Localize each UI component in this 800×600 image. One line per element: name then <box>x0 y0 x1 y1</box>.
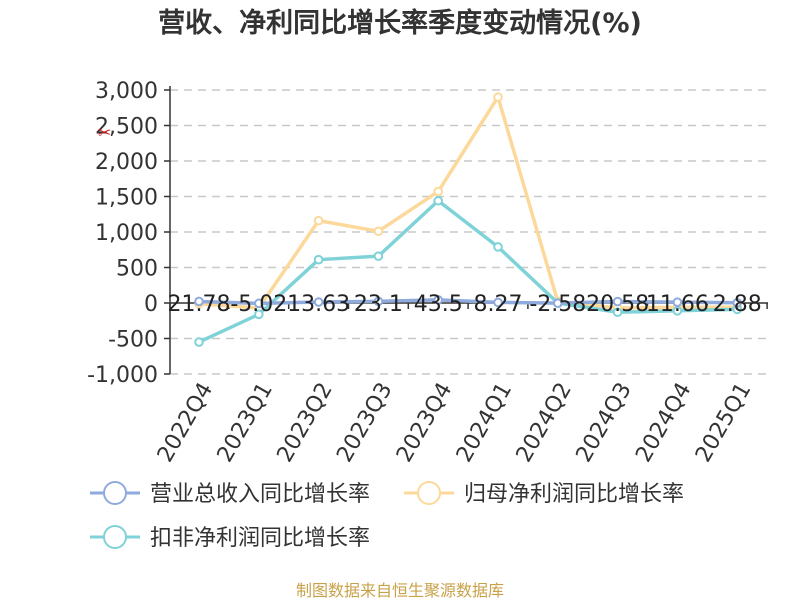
data-point <box>672 297 683 307</box>
data-point <box>433 295 444 305</box>
data-point <box>194 296 204 307</box>
x-tick-label: 2023Q2 <box>272 379 337 467</box>
series-line <box>198 199 738 344</box>
series-lines <box>194 92 743 347</box>
data-point <box>553 298 563 308</box>
data-label: 23.1 <box>354 292 403 317</box>
legend-swatch-marker <box>103 525 127 549</box>
data-point <box>253 298 264 309</box>
data-point <box>493 242 503 252</box>
x-tick-label: 2024Q4 <box>631 379 696 467</box>
series-line <box>198 95 738 310</box>
x-tick-label: 2024Q3 <box>571 379 636 467</box>
data-label: 43.5 <box>414 292 463 317</box>
data-point <box>194 337 204 347</box>
x-tick-label: 2024Q1 <box>452 379 517 467</box>
legend-label: 扣非净利润同比增长率 <box>150 526 370 551</box>
data-label: 8.27 <box>474 292 523 317</box>
legend-item[interactable]: 营业总收入同比增长率 <box>90 481 370 507</box>
data-label: 21.78 <box>168 292 231 317</box>
y-tick-label: -1,000 <box>87 363 158 388</box>
data-point <box>373 251 384 261</box>
data-point <box>313 254 324 265</box>
data-point <box>373 226 384 237</box>
data-point <box>493 297 503 308</box>
legend-item[interactable]: 归母净利润同比增长率 <box>404 481 684 507</box>
data-point <box>313 215 324 226</box>
x-tick-label: 2023Q3 <box>332 379 397 467</box>
legend-swatch-marker <box>417 481 441 505</box>
data-point <box>373 296 384 307</box>
x-tick-label: 2022Q4 <box>153 379 218 467</box>
data-label: 13.63 <box>287 292 350 317</box>
y-tick-label: 1,500 <box>95 186 158 211</box>
data-point <box>612 296 623 307</box>
x-tick-label: 2023Q4 <box>392 379 457 467</box>
series-line <box>198 298 738 306</box>
y-tick-label: 2,500 <box>95 115 158 140</box>
x-tick-label: 2025Q1 <box>691 379 756 467</box>
data-point <box>253 309 264 320</box>
y-axis: 3,000 2,500 2,000 1,500 1,000 500 0 -500 -1,000 <box>87 79 171 388</box>
data-point <box>732 297 743 308</box>
x-axis: 2022Q42023Q12023Q22023Q32023Q42024Q12024… <box>153 302 768 467</box>
chart-title: 营收、净利同比增长率季度变动情况(%) <box>158 7 642 39</box>
legend-item[interactable]: 扣非净利润同比增长率 <box>90 525 370 551</box>
data-label: 2.88 <box>713 292 762 317</box>
source-note: 制图数据来自恒生聚源数据库 <box>296 581 504 600</box>
x-tick-label: 2023Q1 <box>213 379 278 467</box>
data-point <box>313 297 324 307</box>
y-tick-label: 500 <box>116 257 158 282</box>
y-tick-label: 3,000 <box>95 79 158 104</box>
data-label: -5.02 <box>230 292 287 317</box>
data-labels: 21.78 -5.02 13.63 23.1 43.5 8.27 -2.58 20.5811.… <box>168 292 762 317</box>
y-tick-label: 0 <box>144 292 158 317</box>
y-tick-label: 2,000 <box>95 150 158 175</box>
data-point <box>433 186 444 197</box>
grid <box>170 89 768 375</box>
data-label: 20.58 <box>586 292 649 317</box>
data-point <box>493 92 503 102</box>
data-point <box>612 307 623 318</box>
legend-swatch-marker <box>103 481 127 505</box>
data-label: -2.58 <box>529 292 586 317</box>
data-label: 11.66 <box>646 292 709 317</box>
data-point <box>672 306 683 316</box>
data-point <box>433 195 444 206</box>
legend-label: 归母净利润同比增长率 <box>464 482 684 507</box>
x-tick-label: 2024Q2 <box>512 379 577 467</box>
scissors-icon: ✂ <box>98 123 111 142</box>
legend-label: 营业总收入同比增长率 <box>150 482 370 507</box>
y-tick-label: -500 <box>108 328 158 353</box>
y-tick-label: 1,000 <box>95 221 158 246</box>
